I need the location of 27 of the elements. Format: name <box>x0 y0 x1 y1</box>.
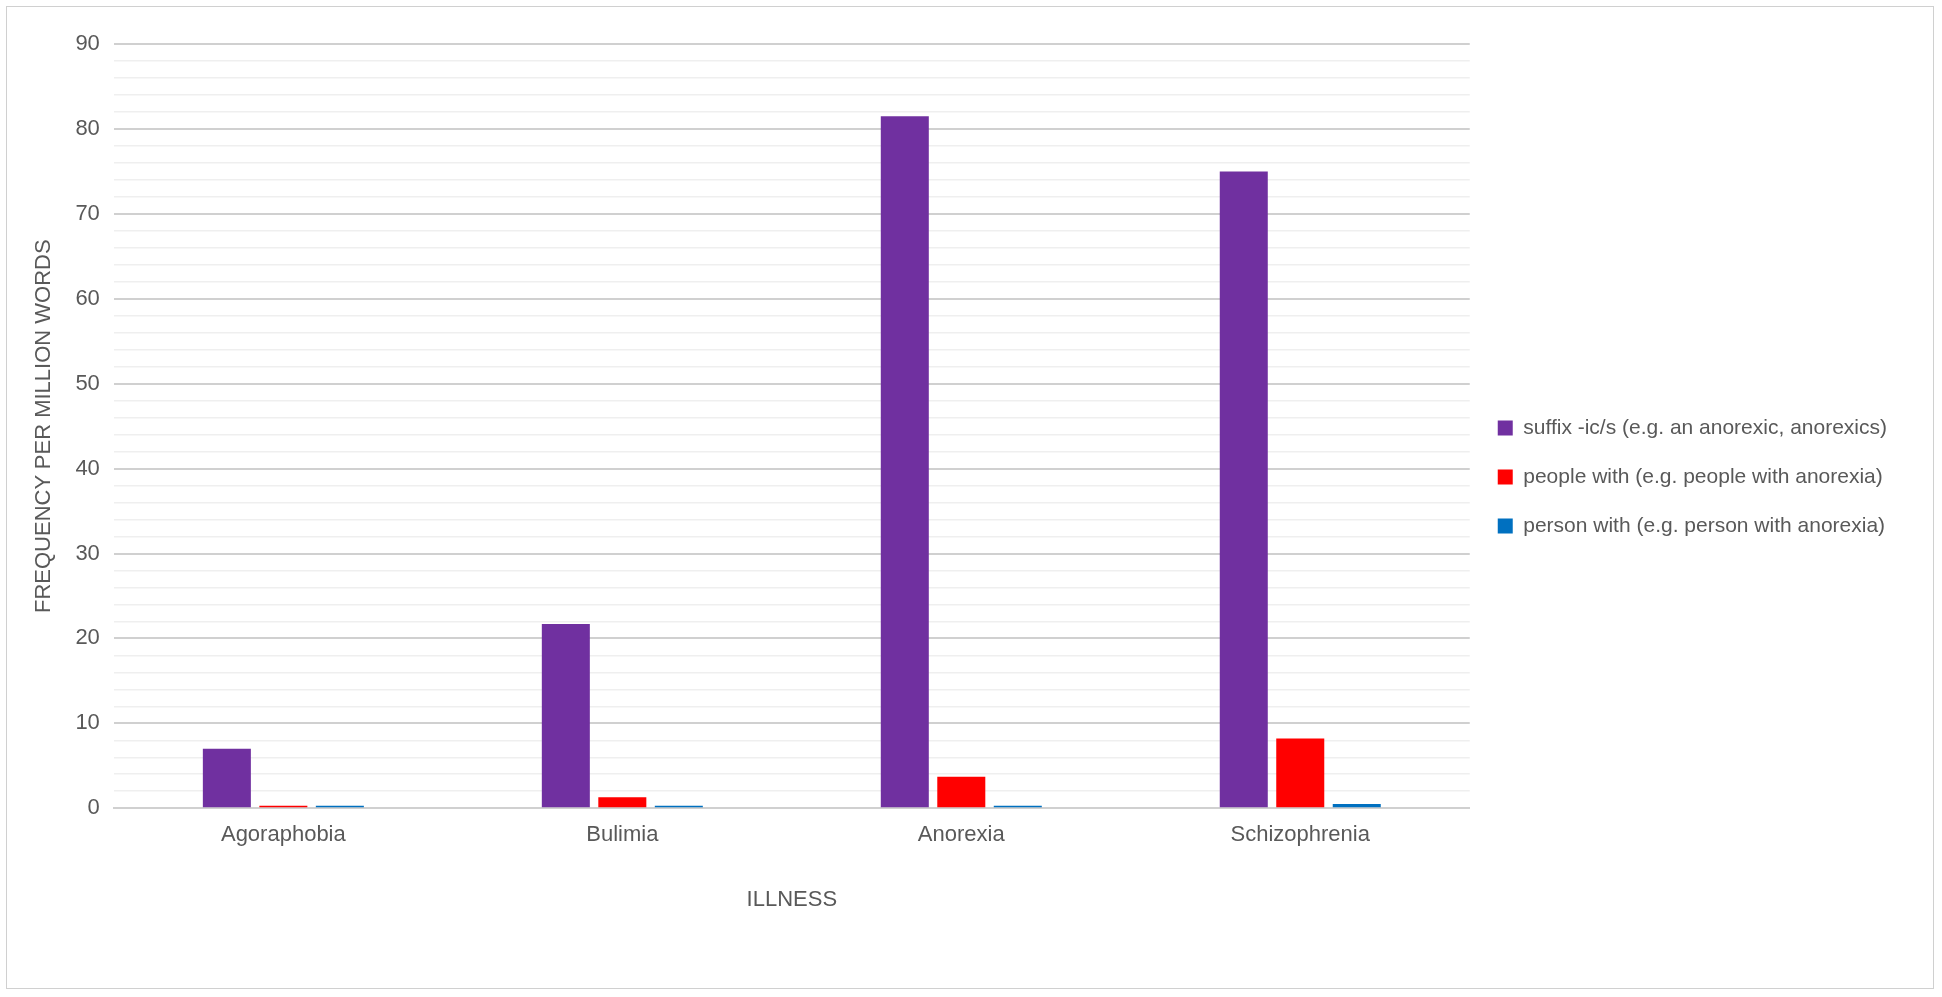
y-tick-label: 40 <box>75 454 100 480</box>
y-tick-label: 0 <box>87 794 100 820</box>
x-tick-label: Schizophrenia <box>1230 821 1371 847</box>
bar <box>541 623 590 808</box>
legend-label: people with (e.g. people with anorexia) <box>1523 463 1883 487</box>
x-axis-title: ILLNESS <box>746 885 838 911</box>
bar <box>880 116 929 808</box>
y-tick-label: 70 <box>75 200 100 226</box>
y-axis-title: FREQUENCY PER MILLION WORDS <box>30 239 56 614</box>
bar <box>598 797 647 808</box>
x-tick-label: Agoraphobia <box>220 821 347 847</box>
y-tick-label: 30 <box>75 539 100 565</box>
x-tick-label: Anorexia <box>917 821 1006 847</box>
x-tick-label: Bulimia <box>586 821 660 847</box>
y-tick-label: 10 <box>75 709 100 735</box>
legend-label: person with (e.g. person with anorexia) <box>1523 512 1886 536</box>
y-tick-label: 90 <box>75 30 100 56</box>
y-tick-label: 60 <box>75 284 100 310</box>
y-tick-label: 50 <box>75 369 100 395</box>
legend-label: suffix -ic/s (e.g. an anorexic, anorexics) <box>1523 414 1888 438</box>
bar <box>1332 803 1381 808</box>
bar <box>1276 738 1325 808</box>
y-tick-label: 20 <box>75 624 100 650</box>
bar <box>202 748 251 808</box>
bar <box>937 776 986 808</box>
y-tick-label: 80 <box>75 115 100 141</box>
bar <box>1219 171 1268 808</box>
